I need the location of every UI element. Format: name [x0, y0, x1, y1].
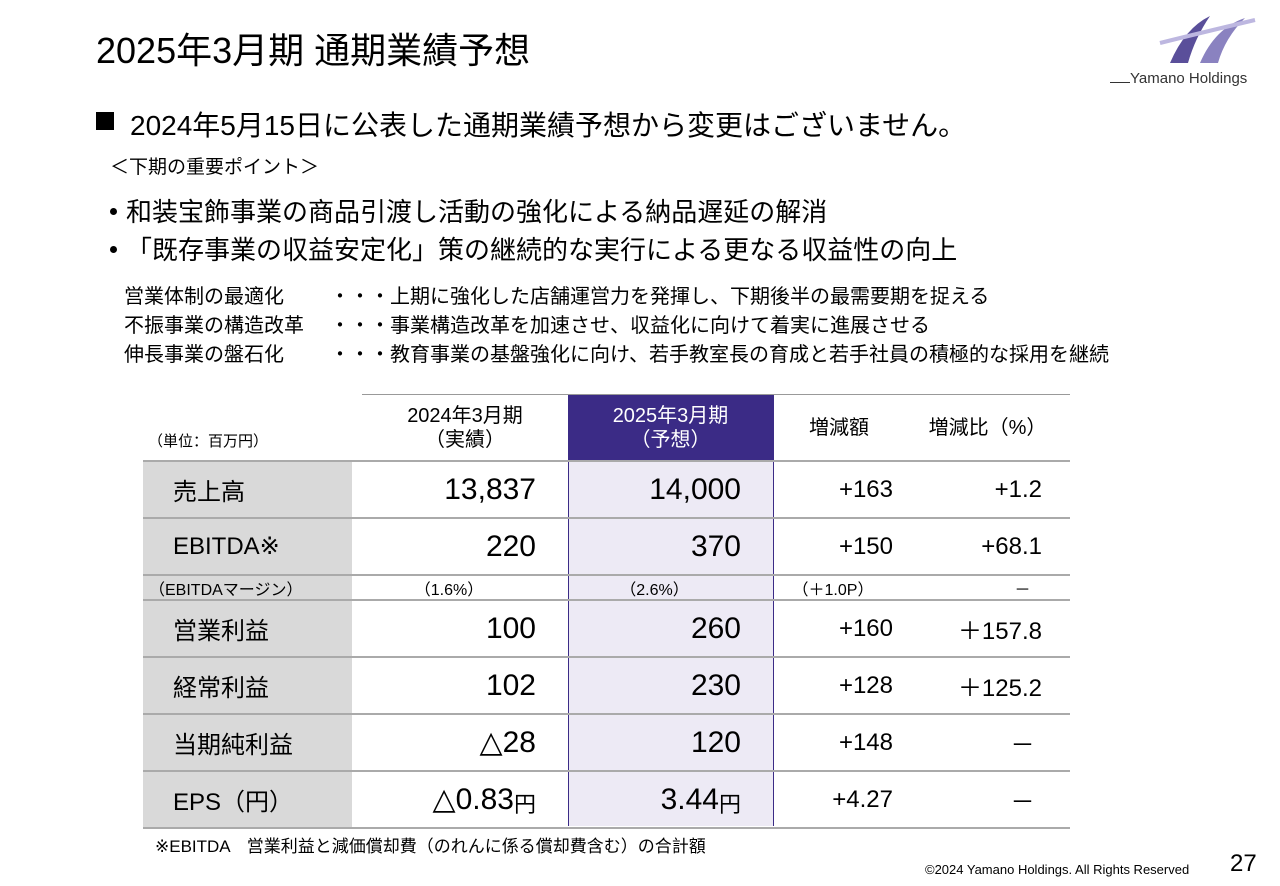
row-label: EBITDA※ [143, 519, 352, 574]
cell: 260 [690, 611, 741, 645]
header-line: （実績） [425, 428, 505, 451]
header-rule [1110, 82, 1130, 83]
cell: （1.6%） [414, 581, 484, 599]
cell: △0.83 円 [362, 772, 568, 827]
row-label: 経常利益 [143, 658, 352, 713]
header-line: 増減額 [809, 416, 869, 439]
row-label: EPS（円） [143, 772, 352, 827]
cell: 13,837 [444, 472, 536, 506]
cell: 120 [690, 725, 741, 759]
cell: +4.27 [832, 785, 893, 813]
detail-text: ・・・上期に強化した店舗運営力を発揮し、下期後半の最需要期を捉える [330, 286, 990, 308]
column-header: 増減額 [773, 395, 905, 460]
dot-bullet [110, 208, 117, 215]
cell: 230 [690, 668, 741, 702]
row-label: 当期純利益 [143, 715, 352, 770]
rule [143, 574, 1070, 576]
header-line: 2025年3月期 [612, 404, 729, 427]
rule [143, 656, 1070, 658]
cell: － [1010, 789, 1035, 816]
cell-value: △0.83 [432, 783, 514, 816]
cell: +163 [838, 475, 893, 503]
column-header: 増減比（%） [905, 395, 1070, 460]
point: 和装宝飾事業の商品引渡し活動の強化による納品遅延の解消 [126, 197, 828, 227]
logo-text: Yamano Holdings [1130, 70, 1248, 87]
cell-unit: 円 [718, 791, 741, 817]
rule [773, 395, 774, 826]
row-label: 営業利益 [143, 601, 352, 656]
header-line: 2024年3月期 [407, 404, 523, 427]
cell: 220 [485, 529, 536, 563]
cell: 100 [485, 611, 536, 645]
rule [143, 827, 1070, 829]
cell: （＋1.0P） [792, 581, 874, 599]
header-line: 増減比（%） [928, 416, 1047, 439]
detail-label: 伸長事業の盤石化 [124, 344, 284, 366]
cell: 3.44 円 [568, 772, 773, 827]
cell: ＋125.2 [957, 675, 1042, 702]
rule [143, 517, 1070, 519]
cell: ＋157.8 [957, 618, 1042, 645]
forecast-bg [568, 395, 773, 826]
point: 「既存事業の収益安定化」策の継続的な実行による更なる収益性の向上 [126, 235, 958, 265]
row-label: 売上高 [143, 462, 352, 517]
main-point: 2024年5月15日に公表した通期業績予想から変更はございません。 [130, 110, 967, 141]
square-bullet [96, 112, 114, 130]
footnote: ※EBITDA 営業利益と減価償却費（のれんに係る償却費含む）の合計額 [155, 837, 706, 856]
cell: +148 [838, 728, 893, 756]
detail-text: ・・・教育事業の基盤強化に向け、若手教室長の育成と若手社員の積極的な採用を継続 [330, 344, 1109, 366]
rule [143, 713, 1070, 715]
cell: － [1014, 581, 1031, 599]
detail-text: ・・・事業構造改革を加速させ、収益化に向けて着実に進展させる [330, 315, 930, 337]
column-header: 2025年3月期 （予想） [568, 395, 773, 460]
cell: +68.1 [981, 532, 1042, 560]
detail-label: 営業体制の最適化 [124, 286, 284, 308]
cell: +160 [838, 614, 893, 642]
cell: （2.6%） [620, 581, 689, 599]
row-label: （EBITDAマージン） [143, 576, 352, 599]
cell: 14,000 [649, 472, 741, 506]
cell-unit: 円 [513, 791, 536, 817]
cell: +1.2 [994, 475, 1042, 503]
cell: +150 [838, 532, 893, 560]
cell: － [1010, 732, 1035, 759]
copyright: ©2024 Yamano Holdings. All Rights Reserv… [925, 862, 1190, 877]
title: 2025年3月期 通期業績予想 [96, 30, 531, 71]
forecast-header-bg [568, 395, 773, 460]
unit-label: （単位：百万円） [148, 433, 269, 450]
subheading: ＜下期の重要ポイント＞ [110, 157, 320, 178]
cell-value: 3.44 [660, 782, 719, 816]
rule [143, 460, 1070, 462]
page-number: 27 [1230, 850, 1257, 877]
dot-bullet [110, 246, 117, 253]
rule [568, 395, 569, 826]
cell: △28 [479, 726, 536, 759]
rule [143, 599, 1070, 601]
header-line: （予想） [630, 428, 711, 451]
rule [362, 394, 1070, 395]
cell: 370 [690, 529, 741, 563]
cell: +128 [838, 671, 893, 699]
rule [143, 770, 1070, 772]
cell: 102 [485, 668, 536, 702]
detail-label: 不振事業の構造改革 [124, 315, 304, 337]
column-header: 2024年3月期 （実績） [362, 395, 568, 460]
logo-mark [1159, 16, 1256, 63]
